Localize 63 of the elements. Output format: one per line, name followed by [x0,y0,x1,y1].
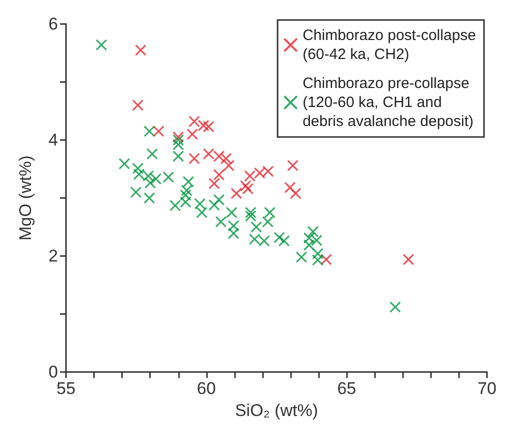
y-tick-label: 0 [48,362,58,382]
point [196,207,208,218]
point [228,228,240,239]
point [150,173,162,184]
point [172,150,184,162]
point [144,192,155,204]
point [304,239,315,250]
point [264,207,276,218]
point [146,148,158,160]
x-tick-label: 55 [56,379,76,398]
point [153,126,164,137]
y-tick-label: 4 [48,130,58,150]
y-tick-label: 6 [48,14,58,34]
point [296,252,307,263]
point [262,216,274,228]
point [144,126,155,137]
point [242,183,254,194]
point [96,39,107,50]
point [249,234,260,245]
point [186,128,198,140]
point [188,153,200,164]
point [215,216,226,228]
point [402,254,414,265]
point [390,302,401,313]
y-axis-title: MgO (wt%) [16,156,35,240]
point [182,176,194,188]
point [213,194,224,206]
x-tick-label: 65 [337,379,356,398]
x-tick-label: 70 [478,379,496,398]
point [170,200,181,212]
point [278,235,290,246]
legend-label: Chimborazo pre-collapse (120-60 ka, CH1 and debris avalanche deposit) [302,75,474,130]
point [135,44,146,56]
point [194,198,206,210]
point [262,166,274,177]
point [133,168,144,180]
point [245,210,256,222]
point [226,207,238,218]
point [311,234,322,246]
point [287,160,298,172]
point [312,254,324,266]
point [250,222,262,232]
point [213,169,224,180]
point [162,172,174,183]
point [220,153,232,164]
point [223,160,234,172]
point [203,121,214,132]
x-axis-title: SiO₂ (wt%) [234,401,318,420]
point [258,235,270,246]
x-tick-label: 60 [196,379,216,398]
point [180,196,192,208]
point [230,188,242,199]
point [130,186,142,198]
point [188,116,200,127]
point [118,158,130,170]
point [172,139,184,150]
y-tick-label: 2 [48,246,58,266]
point [244,170,256,182]
legend-label: Chimborazo post-collapse (60-42 ka, CH2) [302,27,476,63]
point [132,100,144,111]
point [208,178,220,189]
point [203,148,214,160]
point [290,188,302,199]
